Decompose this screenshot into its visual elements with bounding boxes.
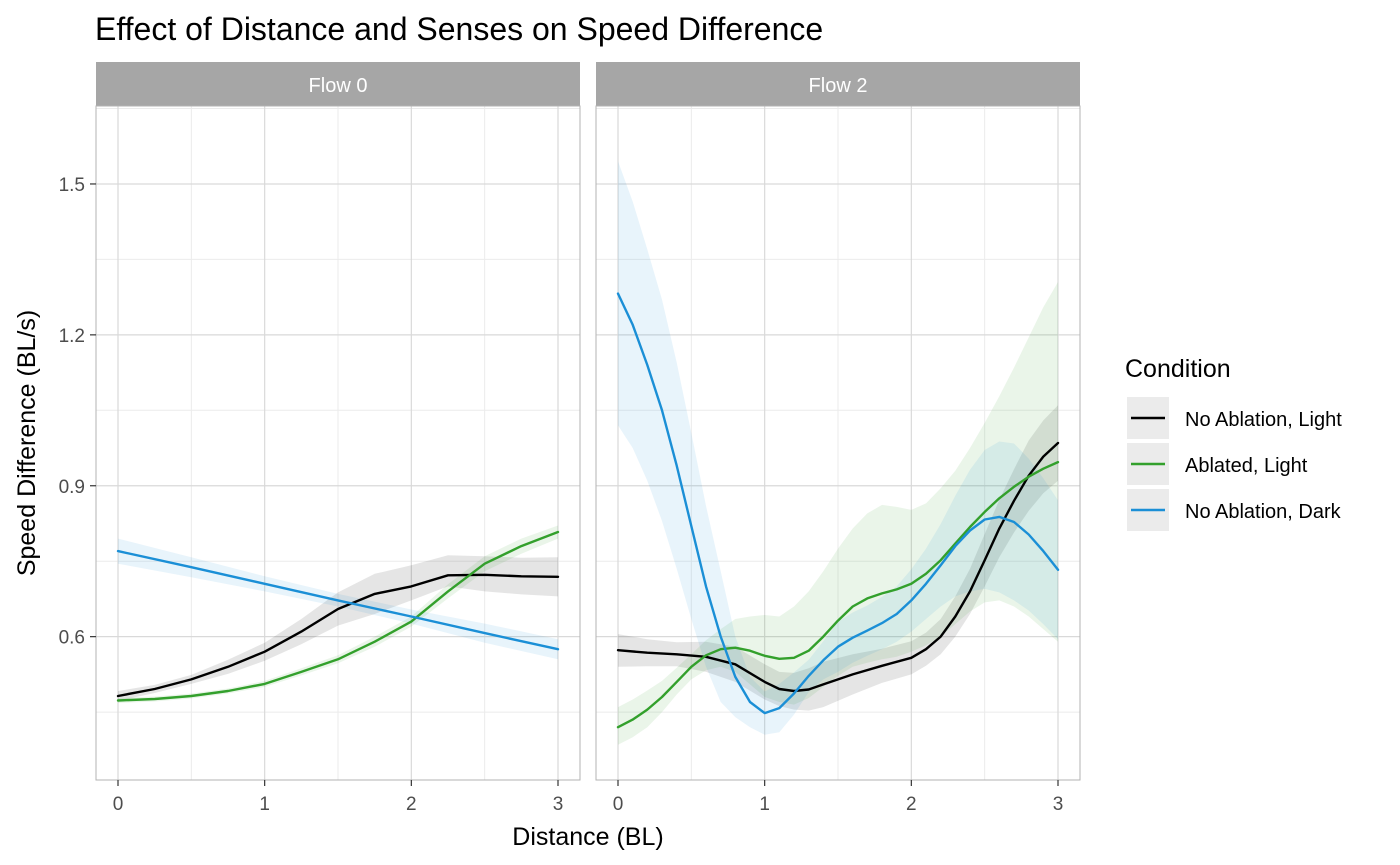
series-line-no-ablation-light — [116, 573, 560, 698]
grid-major — [96, 106, 580, 780]
panel-border — [95, 105, 581, 781]
series-lines — [116, 530, 560, 702]
series-line-no-ablation-dark — [616, 292, 1060, 715]
legend-title: Condition — [1125, 355, 1231, 383]
y-tick-label: 1.2 — [59, 326, 85, 347]
confidence-bands — [618, 161, 1058, 745]
series-line-ablated-light — [616, 460, 1060, 729]
chart-title: Effect of Distance and Senses on Speed D… — [95, 11, 823, 47]
confidence-bands — [118, 525, 558, 703]
y-tick-label: 0.9 — [59, 477, 85, 498]
legend-items: No Ablation, Light Ablated, Light No Ablat… — [1127, 397, 1342, 531]
y-axis-ticks: 0.6 0.9 1.2 1.5 — [59, 175, 96, 649]
legend-item-no-ablation-light: No Ablation, Light — [1127, 397, 1342, 439]
legend: Condition No Ablation, Light Ablated, Lig… — [1125, 355, 1342, 531]
panel-flow-0: Flow 0 — [95, 62, 581, 781]
strip-background — [96, 62, 580, 106]
legend-label: Ablated, Light — [1185, 455, 1308, 477]
legend-label: No Ablation, Dark — [1185, 501, 1342, 523]
y-tick-label: 0.6 — [59, 628, 85, 649]
series-line-no-ablation-dark — [116, 549, 560, 651]
x-axis-ticks-flow-2: 0 1 2 3 — [613, 780, 1064, 815]
x-tick-label: 2 — [906, 794, 917, 815]
confidence-band-no-ablation-light — [118, 555, 558, 701]
confidence-band-no-ablation-light — [618, 405, 1058, 711]
series-lines — [616, 292, 1060, 729]
x-tick-label: 0 — [613, 794, 624, 815]
strip-background — [596, 62, 1080, 106]
panel-border — [595, 105, 1081, 781]
x-tick-label: 3 — [1053, 794, 1064, 815]
grid-minor — [96, 106, 580, 780]
series-line-ablated-light — [116, 530, 560, 702]
x-tick-label: 3 — [553, 794, 564, 815]
legend-item-no-ablation-dark: No Ablation, Dark — [1127, 489, 1342, 531]
panel-flow-2: Flow 2 — [595, 62, 1081, 781]
legend-item-ablated-light: Ablated, Light — [1127, 443, 1308, 485]
y-tick-label: 1.5 — [59, 175, 85, 196]
confidence-band-no-ablation-dark — [618, 161, 1058, 735]
strip-label-flow-2: Flow 2 — [809, 75, 868, 97]
strip-label-flow-0: Flow 0 — [309, 75, 368, 97]
confidence-band-ablated-light — [118, 525, 558, 703]
y-axis-title: Speed Difference (BL/s) — [13, 310, 41, 576]
x-tick-label: 1 — [259, 794, 270, 815]
x-tick-label: 2 — [406, 794, 417, 815]
x-tick-label: 1 — [759, 794, 770, 815]
x-axis-ticks-flow-0: 0 1 2 3 — [113, 780, 564, 815]
confidence-band-no-ablation-dark — [118, 538, 558, 660]
x-axis-title: Distance (BL) — [512, 823, 663, 851]
confidence-band-ablated-light — [618, 282, 1058, 745]
x-tick-label: 0 — [113, 794, 124, 815]
legend-label: No Ablation, Light — [1185, 409, 1342, 431]
